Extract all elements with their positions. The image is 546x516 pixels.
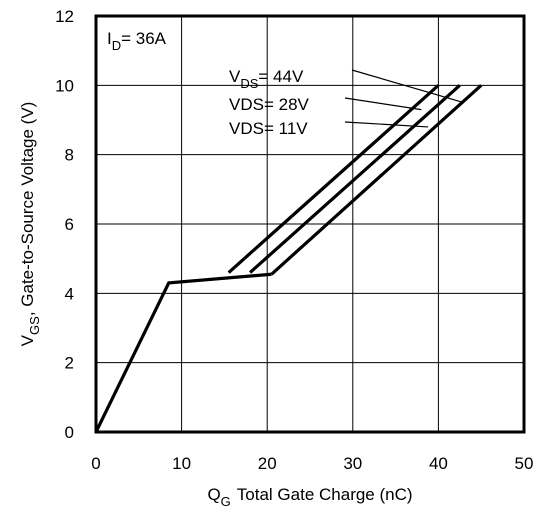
condition-label: ID= 36A [107, 29, 167, 53]
leader-line-1 [344, 97, 422, 111]
y-tick-label: 4 [65, 284, 74, 303]
y-tick-label: 8 [65, 146, 74, 165]
x-tick-label: 40 [429, 454, 448, 473]
x-tick-label: 30 [343, 454, 362, 473]
y-tick-label: 10 [55, 76, 74, 95]
series-line-2 [270, 84, 483, 276]
x-tick-label: 20 [258, 454, 277, 473]
series-label-28v: VDS= 28V [229, 95, 310, 114]
x-tick-label: 10 [172, 454, 191, 473]
y-tick-label: 2 [65, 354, 74, 373]
series-line-1 [249, 84, 461, 274]
series-label-44v: VDS= 44V [229, 67, 304, 91]
leader-line-0 [351, 69, 465, 104]
leader-lines [344, 69, 465, 128]
series-line-0 [227, 84, 440, 274]
plot-frame [94, 14, 526, 434]
y-axis-label: VGS, Gate-to-Source Voltage (V) [18, 102, 42, 347]
y-tick-label: 0 [65, 423, 74, 442]
x-tick-label: 50 [515, 454, 534, 473]
x-axis-label: QG Total Gate Charge (nC) [207, 485, 412, 509]
curve-lines [94, 84, 483, 433]
y-tick-label: 6 [65, 215, 74, 234]
leader-line-2 [344, 121, 429, 128]
base-curve-line [94, 272, 272, 433]
tick-labels: 0 10 20 30 40 50 0 2 4 6 8 10 12 [55, 7, 533, 473]
x-tick-label: 0 [91, 454, 100, 473]
grid-lines [96, 16, 524, 432]
series-label-11v: VDS= 11V [229, 119, 308, 138]
y-tick-label: 12 [55, 7, 74, 26]
